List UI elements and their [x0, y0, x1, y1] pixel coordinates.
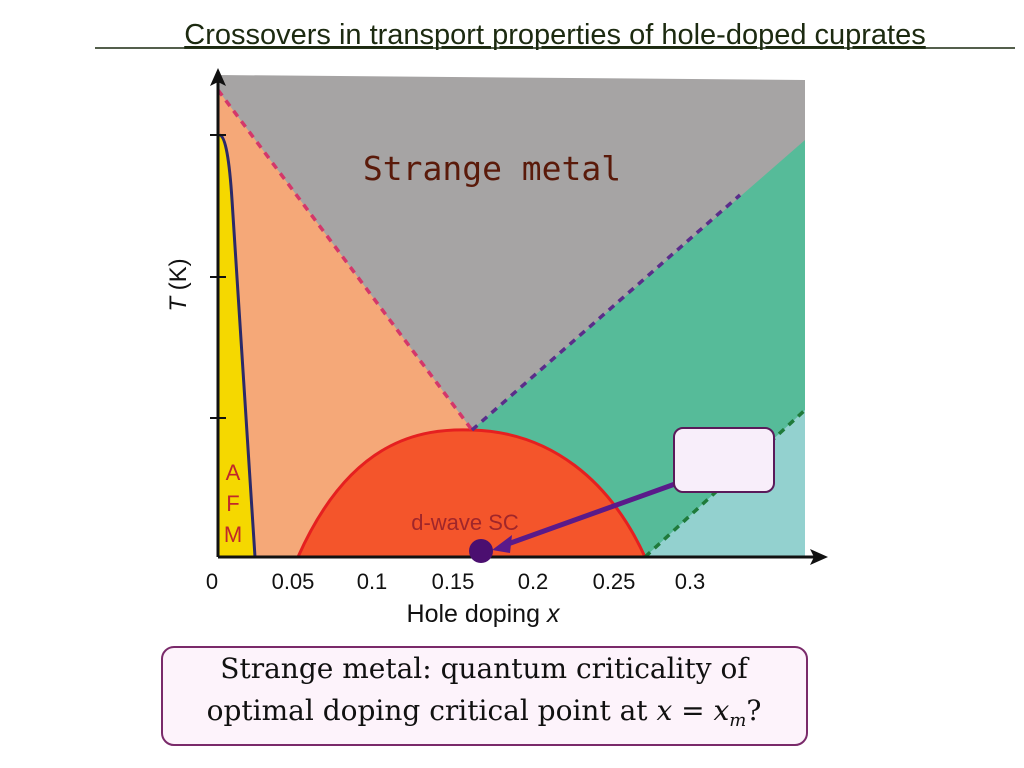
x-axis-var: x	[546, 600, 561, 628]
slide-title: Crossovers in transport properties of ho…	[184, 19, 926, 51]
afm-letter: A	[226, 460, 241, 485]
note-line: optimal doping critical point at x = xm?	[207, 694, 762, 731]
afm-letter: M	[224, 522, 242, 547]
x-tick-label: 0	[206, 569, 218, 594]
y-axis-label: T (K)	[165, 258, 192, 311]
note-math: x = x	[656, 694, 729, 727]
x-axis-text: Hole doping	[407, 600, 540, 628]
x-tick-label: 0.1	[357, 569, 388, 594]
strange-metal-label: Strange metal	[363, 149, 621, 188]
phase-diagram: Strange metal A F M d-wave SC 0 0.05 0.1 0.…	[165, 68, 828, 628]
y-axis-unit: (K)	[165, 258, 192, 290]
pseudogap-line	[216, 88, 474, 432]
y-axis-arrow	[210, 68, 226, 86]
note-subscript: m	[729, 710, 746, 731]
x-axis-arrow	[810, 549, 828, 565]
x-tick-label: 0.3	[675, 569, 706, 594]
afm-boundary	[219, 133, 257, 558]
note-box	[161, 646, 808, 746]
x-tick-label: 0.05	[272, 569, 315, 594]
sc-label: d-wave SC	[411, 510, 519, 535]
note-end: ?	[746, 694, 761, 727]
callout-box	[673, 427, 775, 493]
x-tick-label: 0.2	[518, 569, 549, 594]
x-tick-label: 0.15	[432, 569, 475, 594]
afm-region	[218, 135, 255, 557]
y-axis-var: T	[165, 295, 192, 312]
note-text: optimal doping critical point at	[207, 694, 649, 727]
note-line: Strange metal: quantum criticality of	[220, 652, 750, 685]
x-tick-label: 0.25	[593, 569, 636, 594]
critical-point	[469, 539, 493, 563]
pointer-arrow	[504, 481, 676, 548]
afm-letter: F	[226, 491, 239, 516]
x-axis-label: Hole doping x	[407, 600, 561, 628]
pointer-arrowhead	[492, 535, 512, 553]
